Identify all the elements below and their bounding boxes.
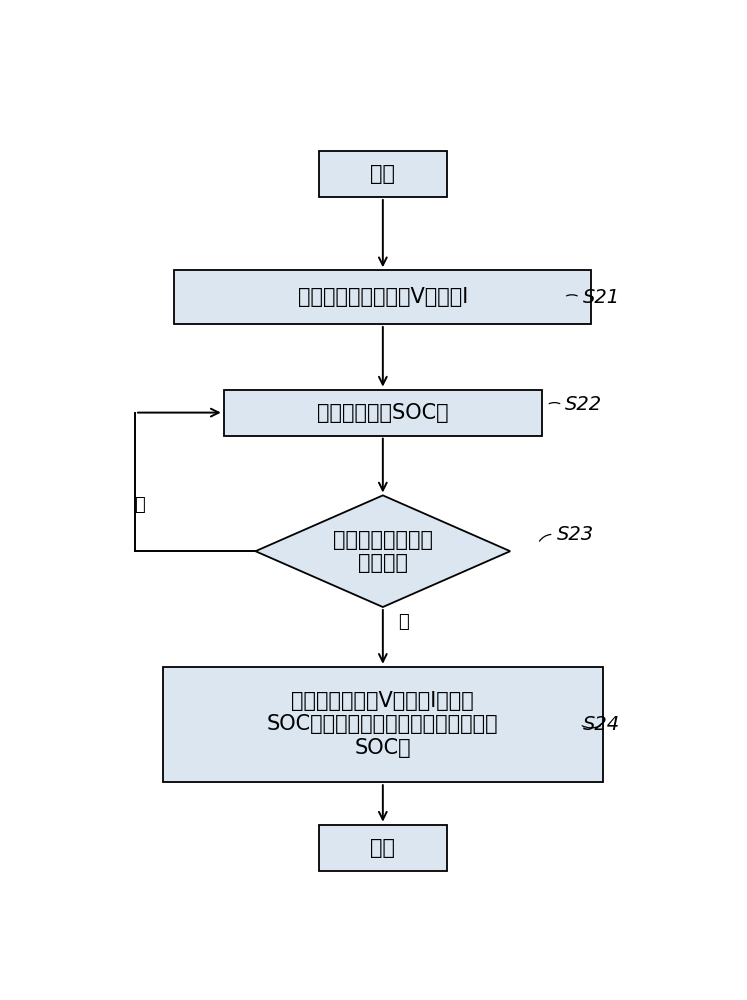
Text: S21: S21 xyxy=(583,288,620,307)
Text: S22: S22 xyxy=(565,395,602,414)
Text: 开始: 开始 xyxy=(371,164,395,184)
FancyBboxPatch shape xyxy=(319,825,447,871)
Text: 是: 是 xyxy=(397,613,409,631)
Text: 否: 否 xyxy=(134,496,145,514)
Text: S24: S24 xyxy=(583,715,620,734)
FancyBboxPatch shape xyxy=(163,667,603,782)
Text: 结束: 结束 xyxy=(371,838,395,858)
FancyBboxPatch shape xyxy=(319,151,447,197)
Text: 检测当前电池的电压V、电流I: 检测当前电池的电压V、电流I xyxy=(298,287,468,307)
Text: 估计电池当前SOC值: 估计电池当前SOC值 xyxy=(317,403,449,423)
Text: 判断电池是否进入
充电末端: 判断电池是否进入 充电末端 xyxy=(333,530,433,573)
Text: S23: S23 xyxy=(557,525,594,544)
Polygon shape xyxy=(255,495,510,607)
FancyBboxPatch shape xyxy=(175,270,592,324)
Text: 根据检测的电压V、电流I及其与
SOC的对应关系，估计电池充电末端的
SOC值: 根据检测的电压V、电流I及其与 SOC的对应关系，估计电池充电末端的 SOC值 xyxy=(267,691,499,758)
FancyBboxPatch shape xyxy=(223,390,542,436)
